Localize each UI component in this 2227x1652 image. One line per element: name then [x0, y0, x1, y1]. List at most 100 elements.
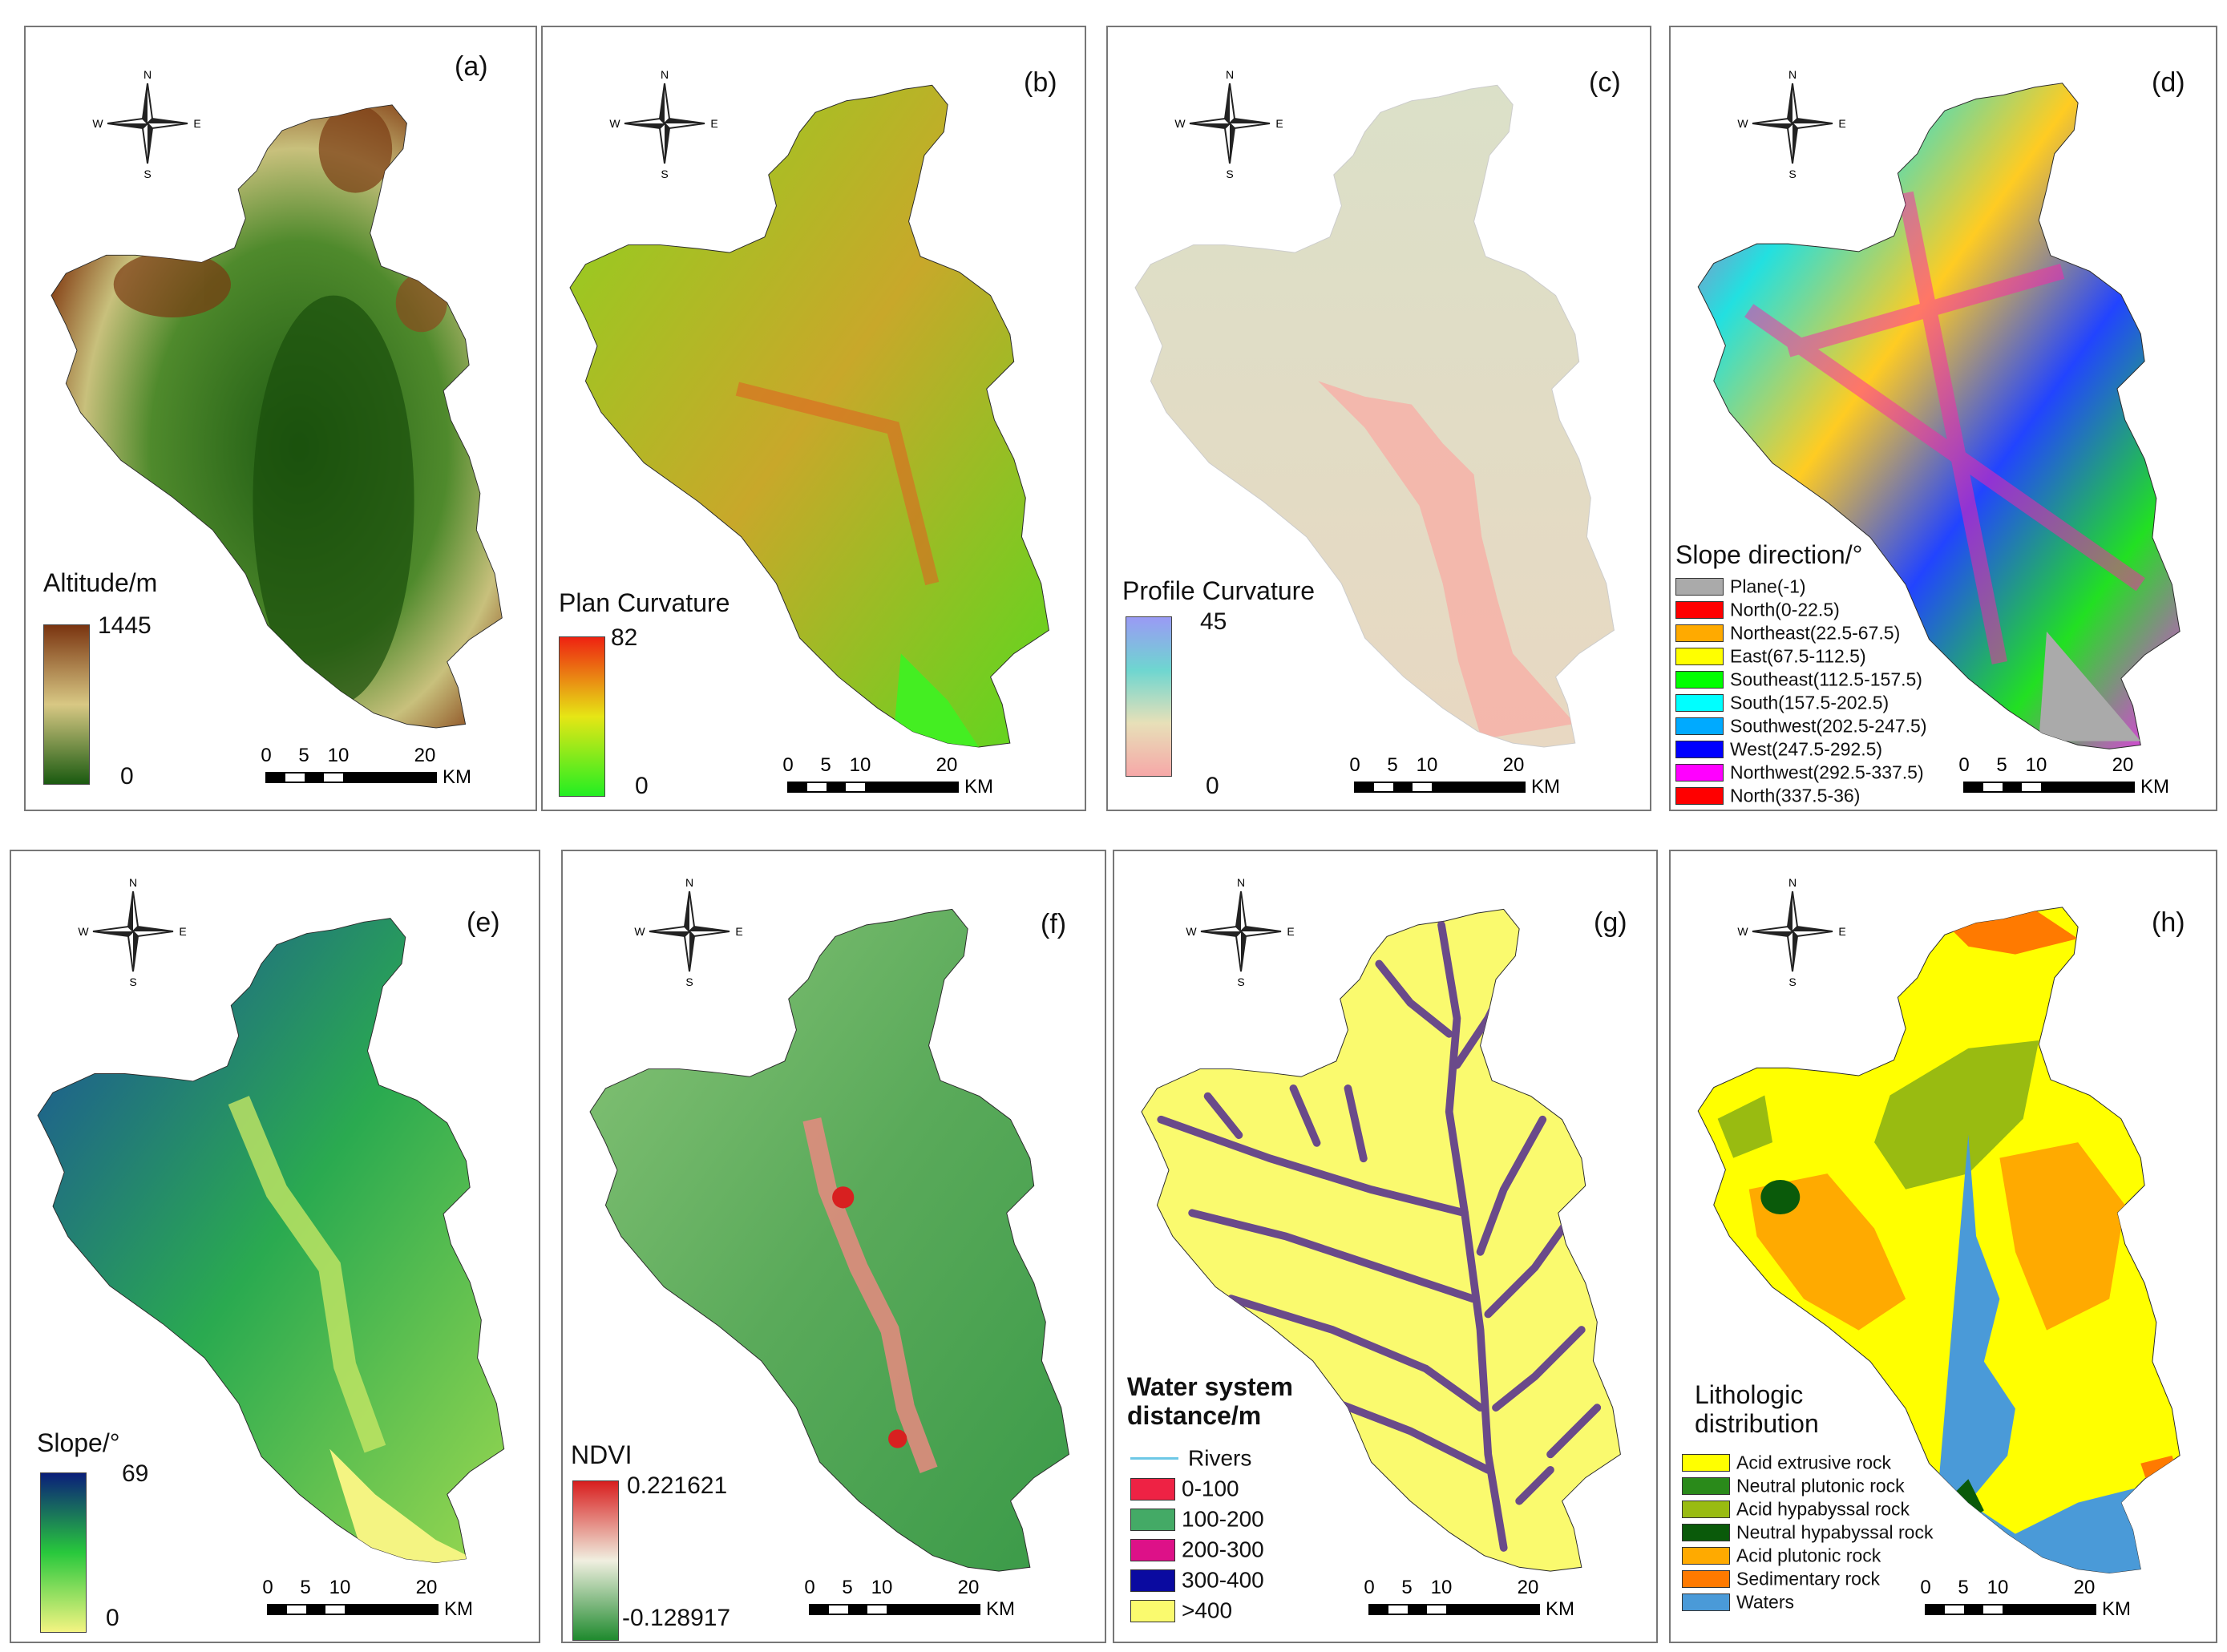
scale-label: 0: [804, 1577, 814, 1598]
scale-bar: 0 5 10 20 KM: [262, 1577, 473, 1620]
scale-label: 20: [2112, 754, 2134, 776]
scale-bar: 0 5 10 20 KM: [1958, 754, 2169, 798]
compass-label: E: [1838, 117, 1845, 130]
legend-item: Plane(-1): [1675, 575, 1806, 597]
legend-item: Waters: [1682, 1590, 1794, 1613]
scale-label: KM: [1531, 776, 1560, 798]
scale-bar: 0 5 10 20 KM: [1920, 1577, 2131, 1620]
panel-a: N S W E (a) Altitude/m 1445 0 0 5 10 20 …: [24, 26, 537, 811]
scale-label: 10: [328, 745, 350, 766]
legend-item: Neutral hypabyssal rock: [1682, 1521, 1933, 1543]
compass-label: S: [1237, 975, 1244, 988]
scale-label: 5: [298, 745, 309, 766]
legend-swatch: [1675, 693, 1724, 712]
compass-n: N: [143, 68, 152, 81]
legend-title-line1: Water system: [1127, 1372, 1293, 1401]
scale-label: 0: [261, 745, 271, 766]
slope-color-ramp: [40, 1472, 87, 1633]
compass-label: W: [609, 117, 620, 130]
panel-b: N S W E (b) Plan Curvature 82 0 0 5 10 2…: [541, 26, 1086, 811]
scale-label: 20: [1503, 754, 1525, 776]
compass-s: S: [143, 168, 151, 180]
legend-swatch: [1682, 1476, 1730, 1495]
legend-item: 300-400: [1130, 1566, 1264, 1593]
compass-label: S: [1788, 168, 1796, 180]
scale-label: 0: [782, 754, 793, 776]
legend-swatch: [1675, 670, 1724, 689]
scale-label: 0: [1364, 1577, 1374, 1598]
scale-bar: 0 5 10 20 KM: [1349, 754, 1560, 798]
scale-label: KM: [444, 1598, 473, 1620]
ndvi-map: [589, 908, 1069, 1572]
legend-swatch: [1675, 647, 1724, 665]
legend-max: 45: [1200, 608, 1227, 635]
compass-label: N: [1788, 68, 1797, 81]
compass-label: E: [735, 925, 742, 938]
compass-label: W: [1737, 925, 1748, 938]
compass-label: N: [1237, 876, 1245, 889]
legend-title-line1: Lithologic: [1695, 1380, 1804, 1409]
compass-label: N: [685, 876, 693, 889]
legend-swatch: [1675, 763, 1724, 782]
legend-title: Slope/°: [37, 1428, 120, 1457]
scale-label: 5: [842, 1577, 852, 1598]
scale-bar: 0 5 10 20 KM: [261, 745, 471, 788]
north-arrow-icon: N S W E: [78, 876, 186, 988]
compass-label: S: [1226, 168, 1233, 180]
legend-swatch: [1682, 1569, 1730, 1588]
legend-swatch: [1130, 1508, 1175, 1531]
legend-swatch: [1130, 1477, 1175, 1501]
legend-item: Sedimentary rock: [1682, 1567, 1880, 1589]
panel-label: (h): [2152, 907, 2185, 938]
north-arrow-icon: N S W E: [609, 68, 717, 180]
legend-title: Plan Curvature: [559, 588, 730, 617]
north-arrow-icon: N S W E: [1737, 876, 1845, 988]
legend-swatch: [1682, 1593, 1730, 1611]
panel-label: (g): [1594, 907, 1627, 938]
compass-label: S: [129, 975, 136, 988]
scale-label: KM: [1546, 1598, 1574, 1620]
scale-label: 5: [1996, 754, 2007, 776]
legend-swatch: [1675, 624, 1724, 642]
legend-title-line2: distribution: [1695, 1409, 1819, 1438]
legend-min: 0: [106, 1605, 119, 1631]
panel-c: N S W E (c) Profile Curvature 45 0 0 5 1…: [1106, 26, 1651, 811]
legend-max: 0.221621: [627, 1472, 728, 1499]
compass-e: E: [193, 117, 200, 130]
legend-title: Water system distance/m: [1127, 1372, 1293, 1430]
compass-label: W: [1186, 925, 1197, 938]
scale-label: 0: [1920, 1577, 1930, 1598]
legend-item: >400: [1130, 1597, 1232, 1624]
legend-max: 1445: [98, 612, 152, 639]
legend-title: NDVI: [571, 1440, 633, 1469]
panel-label: (d): [2152, 67, 2185, 98]
scale-label: 5: [1958, 1577, 1968, 1598]
panel-label: (b): [1024, 67, 1057, 98]
compass-label: N: [661, 68, 669, 81]
panel-f: N S W E (f) NDVI 0.221621 -0.128917 0 5 …: [561, 850, 1106, 1643]
legend-item: East(67.5-112.5): [1675, 644, 1866, 667]
scale-label: 10: [1417, 754, 1438, 776]
scale-label: KM: [964, 776, 993, 798]
scale-label: 20: [1518, 1577, 1539, 1598]
legend-title: Profile Curvature: [1122, 576, 1316, 605]
panel-label: (f): [1041, 909, 1067, 939]
legend-item: Neutral plutonic rock: [1682, 1474, 1905, 1496]
compass-label: E: [1287, 925, 1294, 938]
scale-label: KM: [986, 1598, 1015, 1620]
panel-label: (a): [455, 51, 488, 82]
legend-title: Altitude/m: [43, 568, 158, 597]
scale-label: KM: [443, 766, 471, 788]
scale-label: 20: [416, 1577, 438, 1598]
lithology-legend: Acid extrusive rock Neutral plutonic roc…: [1682, 1451, 1970, 1619]
north-arrow-icon: N S W E: [1186, 876, 1294, 988]
compass-label: W: [634, 925, 645, 938]
legend-title: Slope direction/°: [1675, 540, 1863, 569]
legend-item: 0-100: [1130, 1475, 1239, 1502]
north-arrow-icon: N S W E: [1737, 68, 1845, 180]
scale-label: KM: [2102, 1598, 2131, 1620]
legend-min: 0: [1206, 773, 1219, 799]
legend-swatch: [1682, 1453, 1730, 1472]
legend-item: Acid plutonic rock: [1682, 1544, 1881, 1566]
scale-label: 10: [329, 1577, 351, 1598]
